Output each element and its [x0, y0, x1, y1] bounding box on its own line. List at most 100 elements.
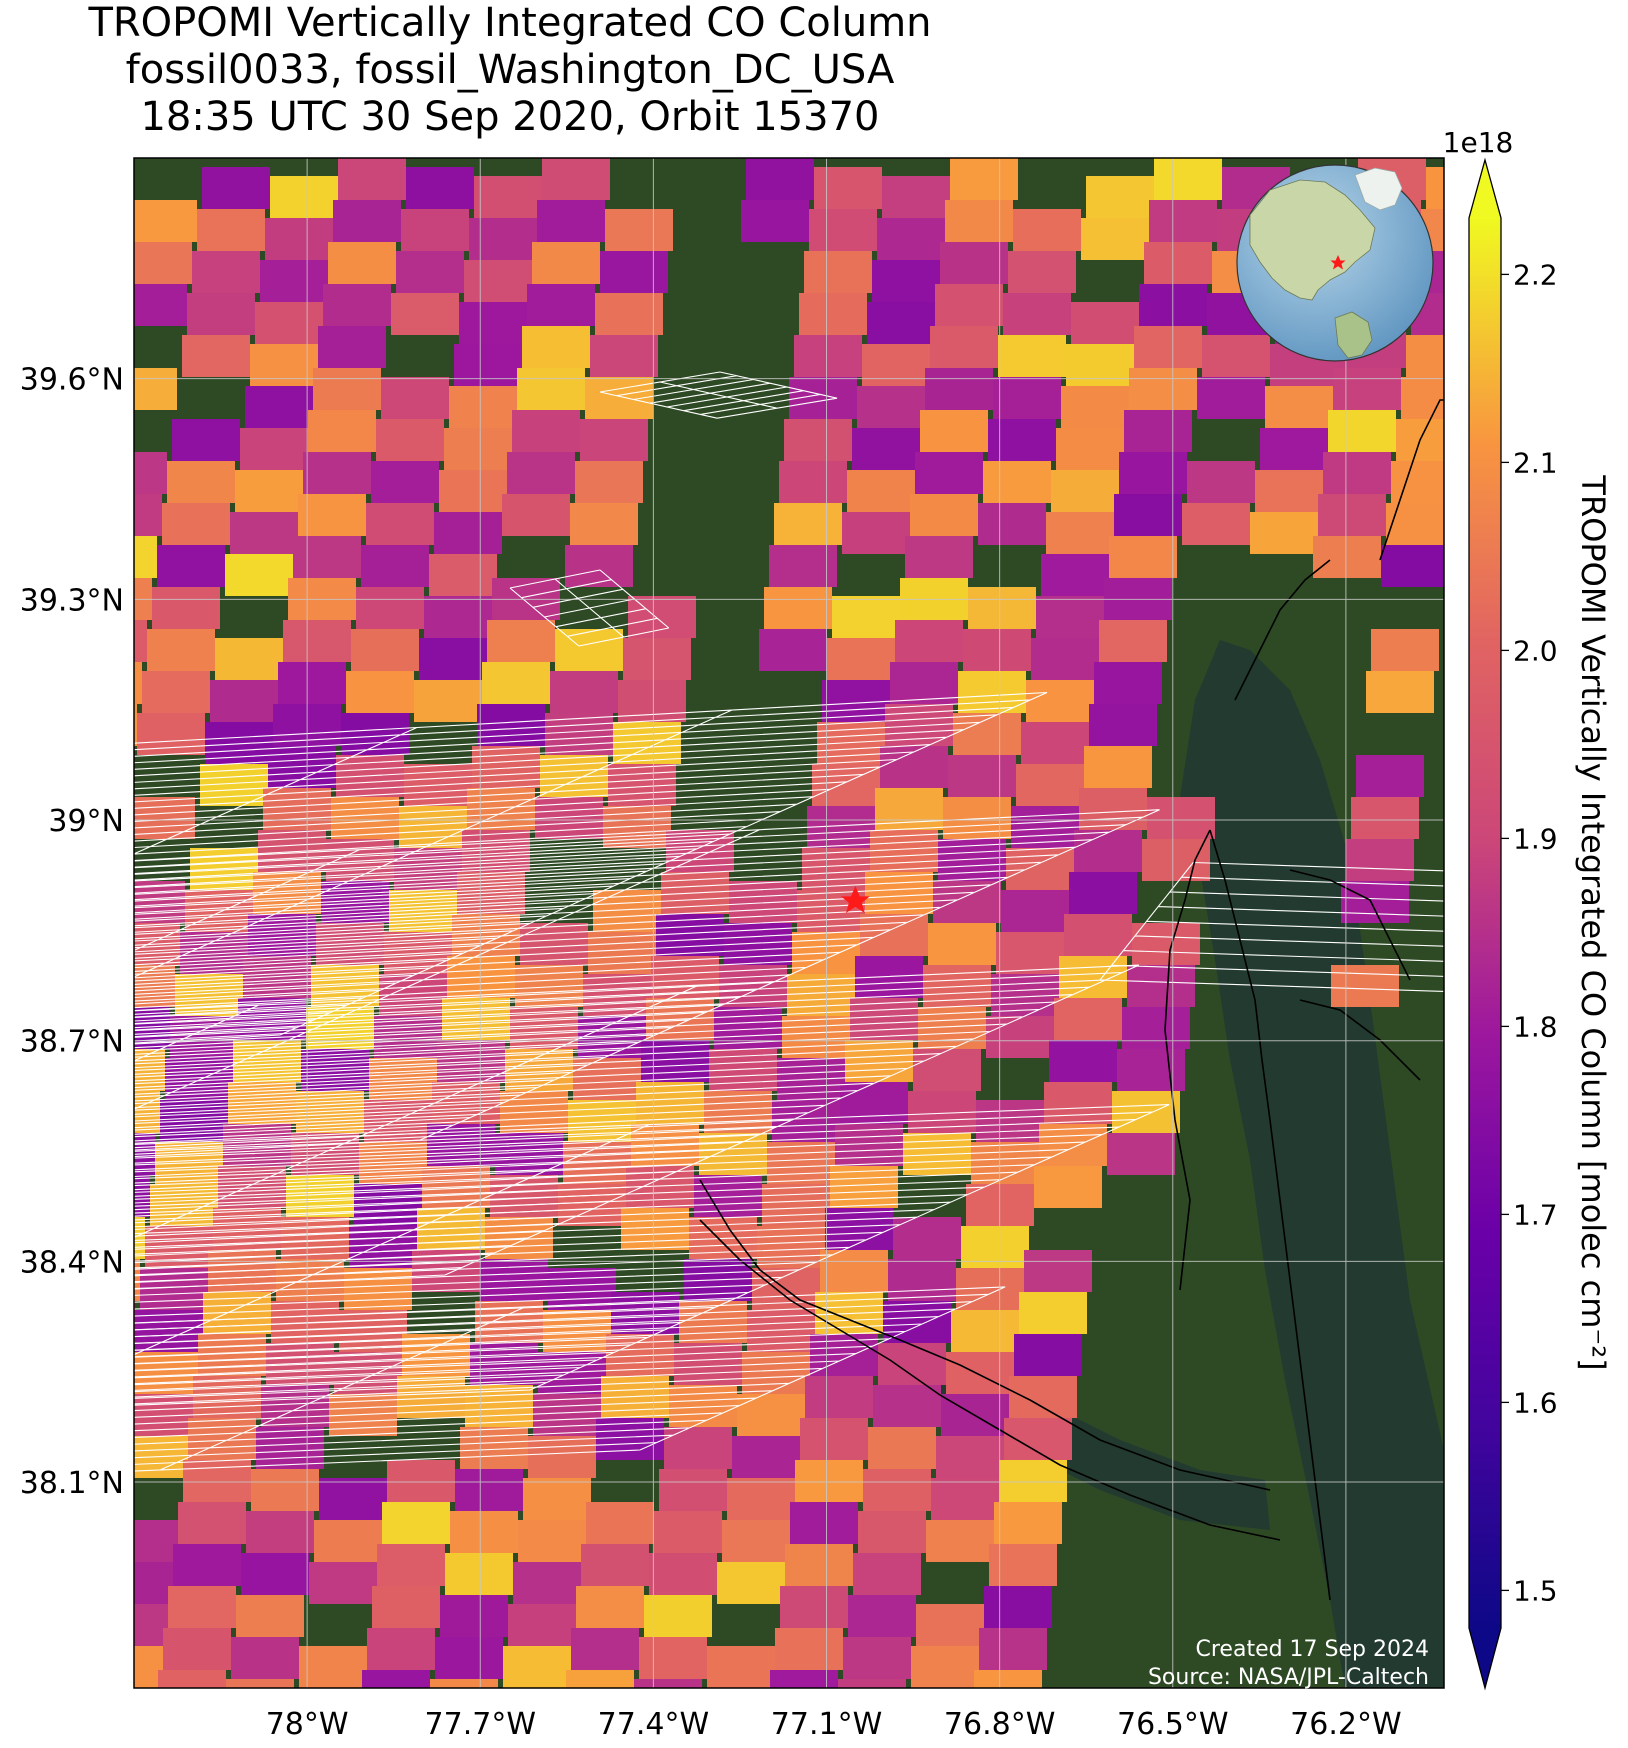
- colorbar-ticks: 1.5 1.6 1.7 1.8 1.9 2.0 2.1 2.2: [1501, 258, 1558, 1607]
- tropomi-pixel: [649, 1553, 717, 1595]
- tropomi-pixel: [435, 1637, 503, 1679]
- tropomi-pixel: [371, 461, 439, 503]
- tropomi-pixel: [17, 1721, 85, 1748]
- tropomi-pixel: [769, 545, 837, 587]
- tropomi-pixel: [474, 176, 542, 218]
- tropomi-pixel: [1001, 890, 1069, 932]
- tropomi-pixel: [24, 1082, 92, 1124]
- tropomi-pixel: [1331, 965, 1399, 1007]
- tropomi-pixel: [1401, 377, 1444, 419]
- tropomi-pixel: [309, 1562, 377, 1604]
- tropomi-pixel: [852, 428, 920, 470]
- tropomi-pixel: [843, 1637, 911, 1679]
- tropomi-pixel: [800, 1418, 868, 1460]
- tropomi-pixel: [905, 536, 973, 578]
- tropomi-pixel: [979, 1628, 1047, 1670]
- tropomi-pixel: [741, 200, 809, 242]
- tropomi-pixel: [134, 368, 177, 410]
- tropomi-pixel: [950, 158, 1018, 200]
- tropomi-pixel: [158, 1670, 226, 1688]
- tropomi-pixel: [542, 158, 610, 200]
- tropomi-pixel: [644, 1595, 712, 1637]
- tropomi-pixel: [727, 1478, 795, 1520]
- tropomi-pixel: [192, 251, 260, 293]
- tropomi-pixel: [361, 545, 429, 587]
- globe-south-america: [1334, 311, 1373, 359]
- tropomi-pixel: [134, 1259, 140, 1301]
- tropomi-pixel: [163, 1628, 231, 1670]
- tropomi-pixel: [1313, 536, 1381, 578]
- lat-tick-label: 38.7°N: [20, 1025, 124, 1060]
- tropomi-pixel: [454, 344, 522, 386]
- tropomi-pixel: [240, 428, 308, 470]
- tropomi-pixel: [344, 1268, 412, 1310]
- tropomi-pixel: [1127, 965, 1195, 1007]
- lon-tick-label: 76.5°W: [1117, 1707, 1228, 1742]
- tropomi-pixel: [1016, 764, 1084, 806]
- colorbar-tick-label: 1.8: [1513, 1010, 1558, 1043]
- tropomi-pixel: [1182, 503, 1250, 545]
- tropomi-pixel: [989, 1544, 1057, 1586]
- tropomi-pixel: [134, 620, 147, 662]
- globe-north-america: [1249, 179, 1376, 301]
- tropomi-pixel: [255, 302, 323, 344]
- tropomi-pixel: [256, 1427, 324, 1469]
- tropomi-pixel: [0, 1292, 67, 1334]
- tropomi-pixel: [402, 1334, 470, 1376]
- tropomi-pixel: [1134, 326, 1202, 368]
- tropomi-pixel: [236, 1595, 304, 1637]
- tropomi-pixel: [809, 209, 877, 251]
- tropomi-pixel: [396, 251, 464, 293]
- tropomi-pixel: [202, 167, 270, 209]
- tropomi-pixel: [785, 1544, 853, 1586]
- tropomi-pixel: [840, 1082, 908, 1124]
- lat-tick-label: 39.6°N: [20, 363, 124, 398]
- tropomi-pixel: [862, 344, 930, 386]
- colorbar-tick-label: 2.2: [1513, 258, 1558, 291]
- tropomi-pixel: [134, 1352, 198, 1394]
- tropomi-pixel: [1071, 302, 1139, 344]
- colorbar-tick-label: 2.0: [1513, 634, 1558, 667]
- tropomi-pixel: [434, 512, 502, 554]
- tropomi-pixel: [147, 629, 215, 671]
- tropomi-pixel: [996, 932, 1064, 974]
- tropomi-pixel: [362, 1670, 430, 1688]
- tropomi-pixel: [331, 797, 399, 839]
- tropomi-pixel: [44, 914, 112, 956]
- tropomi-pixel: [707, 1646, 775, 1688]
- tropomi-pixel: [860, 914, 928, 956]
- tropomi-pixel: [623, 638, 691, 680]
- lon-tick-label: 76.8°W: [944, 1707, 1055, 1742]
- tropomi-pixel: [882, 176, 950, 218]
- tropomi-pixel: [231, 1637, 299, 1679]
- tropomi-pixel: [230, 512, 298, 554]
- tropomi-pixel: [401, 209, 469, 251]
- tropomi-pixel: [605, 209, 673, 251]
- tropomi-pixel: [565, 545, 633, 587]
- tropomi-pixel: [1109, 536, 1177, 578]
- tropomi-pixel: [134, 200, 197, 242]
- tropomi-pixel: [1132, 923, 1200, 965]
- tropomi-pixel: [424, 596, 492, 638]
- lon-tick-label: 76.2°W: [1290, 1707, 1401, 1742]
- tropomi-pixel: [134, 452, 167, 494]
- tropomi-pixel: [634, 1679, 702, 1688]
- tropomi-pixel: [659, 1469, 727, 1511]
- tropomi-pixel: [842, 512, 910, 554]
- tropomi-pixel: [805, 1376, 873, 1418]
- tropomi-pixel: [376, 419, 444, 461]
- tropomi-pixel: [313, 368, 381, 410]
- colorbar-outline: [1468, 157, 1502, 1691]
- tropomi-pixel: [62, 1343, 130, 1385]
- tropomi-pixel: [197, 209, 265, 251]
- tropomi-pixel: [387, 1460, 455, 1502]
- tropomi-pixel: [303, 452, 371, 494]
- tropomi-pixel: [512, 410, 580, 452]
- tropomi-pixel: [930, 326, 998, 368]
- tropomi-pixel: [134, 1562, 173, 1604]
- colorbar-tick-label: 1.9: [1513, 822, 1558, 855]
- plot-title: TROPOMI Vertically Integrated CO Column …: [0, 0, 1020, 141]
- tropomi-pixel: [14, 1166, 82, 1208]
- tropomi-pixel: [22, 1679, 90, 1721]
- tropomi-pixel: [450, 1511, 518, 1553]
